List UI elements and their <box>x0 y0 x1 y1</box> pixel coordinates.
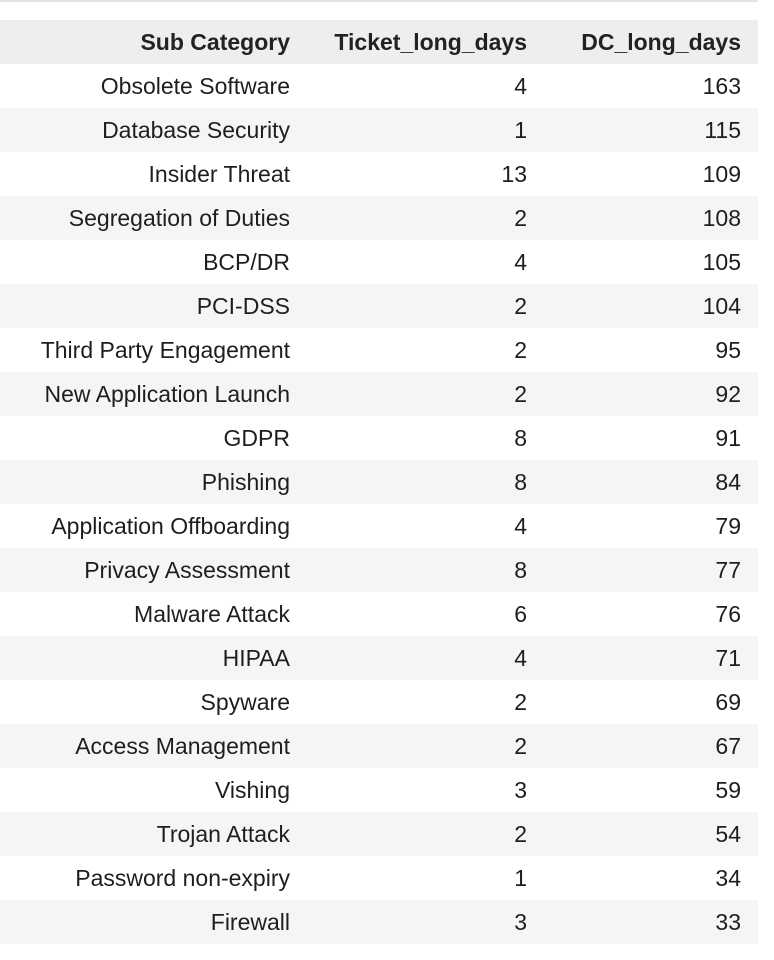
top-divider <box>0 0 758 2</box>
table-row: Phishing 8 84 <box>0 460 758 504</box>
table-row: Vishing 3 59 <box>0 768 758 812</box>
ticket-long-days-cell: 13 <box>501 160 527 187</box>
dc-long-days-cell: 105 <box>702 248 741 275</box>
ticket-long-days-cell: 4 <box>514 248 527 275</box>
dc-long-days-cell: 79 <box>715 512 741 539</box>
dc-long-days-cell: 84 <box>715 468 741 495</box>
sub-category-cell: Trojan Attack <box>156 820 290 847</box>
table-row: Database Security 1 115 <box>0 108 758 152</box>
ticket-long-days-cell: 2 <box>514 380 527 407</box>
dc-long-days-cell: 71 <box>715 644 741 671</box>
dc-long-days-cell: 91 <box>715 424 741 451</box>
table-row: Segregation of Duties 2 108 <box>0 196 758 240</box>
column-header-sub-category[interactable]: Sub Category <box>140 28 290 55</box>
sub-category-cell: Privacy Assessment <box>84 556 290 583</box>
table-body: Obsolete Software 4 163 Database Security 1 1… <box>0 64 758 944</box>
ticket-long-days-cell: 4 <box>514 72 527 99</box>
sub-category-cell: HIPAA <box>222 644 290 671</box>
table-header: Sub Category Ticket_long_days DC_long_da… <box>0 20 758 64</box>
ticket-long-days-cell: 8 <box>514 424 527 451</box>
table-row: Password non-expiry 1 34 <box>0 856 758 900</box>
sub-category-cell: Firewall <box>210 908 290 935</box>
dc-long-days-cell: 92 <box>715 380 741 407</box>
table-row: Malware Attack 6 76 <box>0 592 758 636</box>
table-row: HIPAA 4 71 <box>0 636 758 680</box>
sub-category-cell: Phishing <box>201 468 290 495</box>
dc-long-days-cell: 59 <box>715 776 741 803</box>
table-row: Insider Threat 13 109 <box>0 152 758 196</box>
ticket-long-days-cell: 2 <box>514 688 527 715</box>
table-row: New Application Launch 2 92 <box>0 372 758 416</box>
data-table: Sub Category Ticket_long_days DC_long_da… <box>0 20 758 944</box>
sub-category-cell: Database Security <box>102 116 290 143</box>
sub-category-cell: New Application Launch <box>44 380 291 407</box>
sub-category-cell: Spyware <box>200 688 290 715</box>
dc-long-days-cell: 109 <box>702 160 741 187</box>
dc-long-days-cell: 69 <box>715 688 741 715</box>
sub-category-cell: Access Management <box>75 732 290 759</box>
sub-category-cell: PCI-DSS <box>196 292 290 319</box>
table-row: BCP/DR 4 105 <box>0 240 758 284</box>
ticket-long-days-cell: 2 <box>514 732 527 759</box>
ticket-long-days-cell: 3 <box>514 908 527 935</box>
dc-long-days-cell: 115 <box>704 116 741 143</box>
ticket-long-days-cell: 4 <box>514 644 527 671</box>
sub-category-cell: GDPR <box>223 424 290 451</box>
dc-long-days-cell: 95 <box>715 336 741 363</box>
table-row: Trojan Attack 2 54 <box>0 812 758 856</box>
column-header-ticket-long-days[interactable]: Ticket_long_days <box>334 28 527 55</box>
sub-category-cell: Obsolete Software <box>100 72 290 99</box>
dc-long-days-cell: 77 <box>715 556 741 583</box>
dc-long-days-cell: 33 <box>715 908 741 935</box>
ticket-long-days-cell: 1 <box>514 116 527 143</box>
ticket-long-days-cell: 2 <box>514 204 527 231</box>
ticket-long-days-cell: 6 <box>514 600 527 627</box>
dc-long-days-cell: 108 <box>702 204 741 231</box>
ticket-long-days-cell: 2 <box>514 820 527 847</box>
table-row: Access Management 2 67 <box>0 724 758 768</box>
dc-long-days-cell: 67 <box>715 732 741 759</box>
dc-long-days-cell: 54 <box>715 820 741 847</box>
ticket-long-days-cell: 8 <box>514 468 527 495</box>
table-row: Application Offboarding 4 79 <box>0 504 758 548</box>
ticket-long-days-cell: 4 <box>514 512 527 539</box>
ticket-long-days-cell: 2 <box>514 336 527 363</box>
sub-category-cell: Vishing <box>214 776 290 803</box>
sub-category-cell: BCP/DR <box>203 248 290 275</box>
table-row: GDPR 8 91 <box>0 416 758 460</box>
sub-category-cell: Third Party Engagement <box>40 336 290 363</box>
table-row: Firewall 3 33 <box>0 900 758 944</box>
column-header-dc-long-days[interactable]: DC_long_days <box>581 28 741 55</box>
ticket-long-days-cell: 2 <box>514 292 527 319</box>
ticket-long-days-cell: 1 <box>514 864 527 891</box>
table-row: Third Party Engagement 2 95 <box>0 328 758 372</box>
header-row: Sub Category Ticket_long_days DC_long_da… <box>0 20 758 64</box>
sub-category-cell: Segregation of Duties <box>68 204 290 231</box>
sub-category-cell: Password non-expiry <box>75 864 290 891</box>
ticket-long-days-cell: 3 <box>514 776 527 803</box>
table-row: PCI-DSS 2 104 <box>0 284 758 328</box>
dc-long-days-cell: 163 <box>702 72 741 99</box>
table-row: Obsolete Software 4 163 <box>0 64 758 108</box>
dc-long-days-cell: 34 <box>715 864 741 891</box>
sub-category-cell: Insider Threat <box>148 160 290 187</box>
table-row: Privacy Assessment 8 77 <box>0 548 758 592</box>
sub-category-cell: Application Offboarding <box>51 512 290 539</box>
ticket-long-days-cell: 8 <box>514 556 527 583</box>
sub-category-cell: Malware Attack <box>134 600 290 627</box>
dc-long-days-cell: 104 <box>702 292 741 319</box>
table-row: Spyware 2 69 <box>0 680 758 724</box>
dc-long-days-cell: 76 <box>715 600 741 627</box>
